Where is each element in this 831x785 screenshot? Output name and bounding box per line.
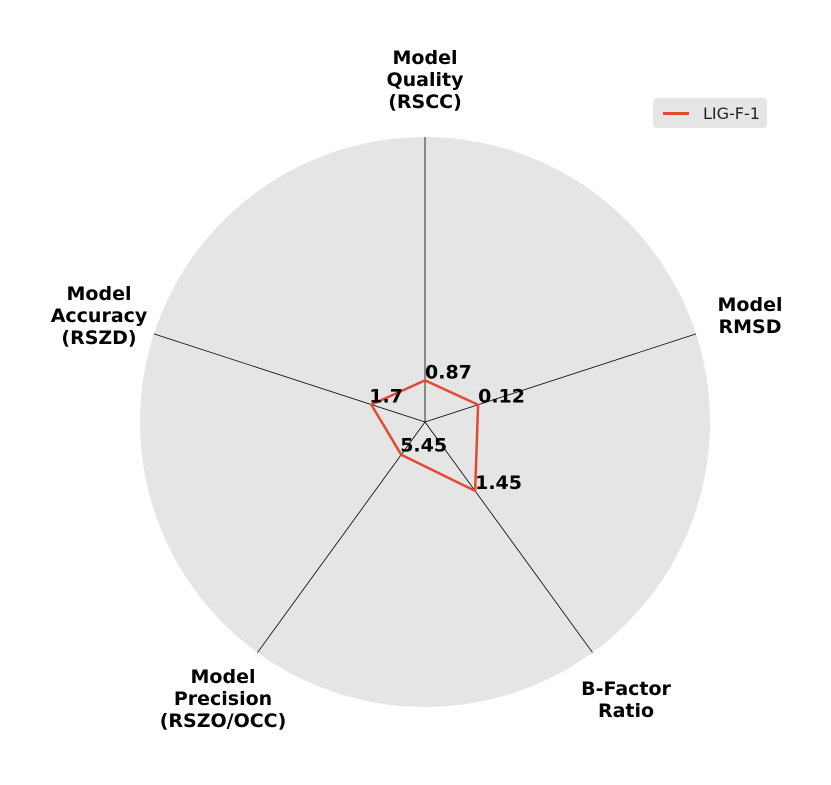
radar-spoke bbox=[424, 333, 697, 423]
data-label: 0.12 bbox=[478, 386, 525, 408]
data-label: 1.7 bbox=[369, 386, 403, 408]
legend-label: LIG-F-1 bbox=[703, 103, 760, 123]
radar-spoke bbox=[424, 421, 593, 653]
radar-spoke bbox=[153, 333, 426, 423]
data-label: 0.87 bbox=[425, 361, 472, 383]
axis-label: Model Precision (RSZO/OCC) bbox=[159, 666, 287, 732]
axis-label: Model RMSD bbox=[717, 294, 783, 338]
axis-label: B-Factor Ratio bbox=[581, 678, 671, 722]
radar-spoke bbox=[257, 421, 426, 653]
series-line bbox=[370, 379, 480, 493]
data-label: 1.45 bbox=[475, 472, 522, 494]
data-label: 5.45 bbox=[400, 435, 447, 457]
legend-swatch bbox=[663, 111, 689, 115]
legend: LIG-F-1 bbox=[653, 98, 767, 128]
axis-label: Model Accuracy (RSZD) bbox=[50, 283, 148, 349]
axis-label: Model Quality (RSCC) bbox=[386, 47, 464, 113]
